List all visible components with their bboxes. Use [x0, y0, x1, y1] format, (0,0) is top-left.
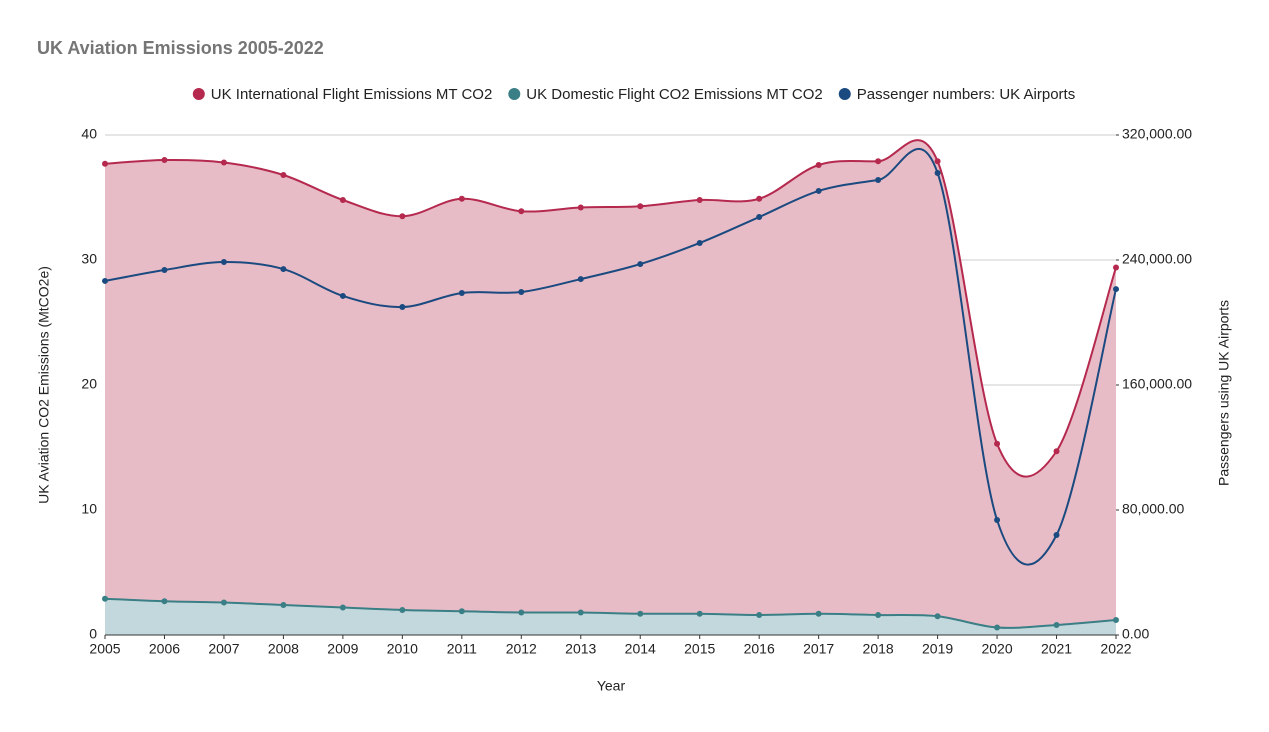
- point: [696, 610, 703, 617]
- point: [756, 612, 763, 618]
- point: [934, 169, 941, 176]
- point: [220, 159, 227, 166]
- y-tick-label: 20: [81, 376, 97, 392]
- x-tick-label: 2019: [922, 641, 953, 657]
- point: [280, 266, 287, 273]
- legend-label: UK International Flight Emissions MT CO2: [211, 86, 493, 103]
- point: [1113, 286, 1119, 293]
- point: [637, 261, 644, 268]
- y-tick-label: 10: [81, 501, 97, 517]
- x-axis-label: Year: [597, 678, 626, 694]
- x-tick-label: 2007: [208, 641, 239, 657]
- point: [696, 197, 703, 203]
- point: [1113, 617, 1119, 623]
- point: [934, 158, 941, 165]
- x-tick-label: 2018: [863, 641, 894, 657]
- x-tick-label: 2012: [506, 641, 537, 657]
- x-tick-label: 2013: [565, 641, 596, 657]
- point: [518, 609, 525, 616]
- y-tick-label: 30: [81, 251, 97, 267]
- legend-marker: [508, 88, 521, 100]
- legend-marker: [192, 88, 205, 100]
- point: [518, 289, 525, 296]
- point: [875, 612, 882, 618]
- point: [756, 214, 763, 221]
- point: [399, 213, 406, 220]
- y-axis-label: UK Aviation CO2 Emissions (MtCO2e): [36, 266, 52, 504]
- point: [458, 195, 465, 202]
- point: [339, 292, 346, 299]
- area: [105, 140, 1116, 635]
- x-tick-label: 2020: [981, 641, 1012, 657]
- point: [458, 289, 465, 296]
- point: [280, 172, 287, 178]
- line: [104, 597, 1117, 629]
- y2-tick-label: 160,000.00: [1122, 376, 1192, 392]
- x-tick-label: 2006: [149, 641, 180, 657]
- point: [220, 259, 227, 266]
- point: [1053, 532, 1060, 538]
- point: [815, 162, 822, 168]
- point: [399, 607, 406, 613]
- y-tick-label: 0: [89, 626, 97, 642]
- legend-marker: [838, 88, 851, 100]
- point: [339, 604, 346, 611]
- point: [875, 177, 882, 183]
- point: [399, 304, 406, 311]
- point: [518, 208, 525, 215]
- y2-tick-label: 240,000.00: [1122, 251, 1192, 267]
- y-tick-label: 40: [81, 126, 97, 142]
- point: [102, 595, 108, 602]
- x-tick-label: 2005: [89, 641, 120, 657]
- point: [756, 195, 763, 202]
- x-tick-label: 2021: [1041, 641, 1072, 657]
- x-tick-label: 2011: [447, 641, 477, 657]
- point: [577, 204, 584, 211]
- y2-tick-label: 80,000.00: [1122, 501, 1184, 517]
- point: [102, 277, 108, 284]
- point: [458, 608, 465, 615]
- chart-title: UK Aviation Emissions 2005-2022: [37, 38, 324, 58]
- point: [1053, 622, 1060, 628]
- point: [577, 609, 584, 616]
- legend-label: UK Domestic Flight CO2 Emissions MT CO2: [526, 86, 822, 103]
- point: [280, 602, 287, 608]
- x-tick-label: 2009: [327, 641, 358, 657]
- point: [696, 239, 703, 246]
- area: [105, 598, 1116, 635]
- y2-tick-label: 320,000.00: [1122, 126, 1192, 142]
- point: [994, 517, 1001, 523]
- point: [815, 610, 822, 617]
- point: [994, 624, 1001, 631]
- point: [220, 599, 227, 606]
- line: [104, 139, 1117, 478]
- x-tick-label: 2014: [625, 641, 656, 657]
- x-tick-label: 2017: [803, 641, 834, 657]
- point: [161, 598, 168, 605]
- legend: UK International Flight Emissions MT CO2…: [192, 86, 1075, 103]
- point: [875, 158, 882, 165]
- point: [161, 267, 168, 273]
- x-tick-label: 2010: [387, 641, 418, 657]
- point: [637, 610, 644, 617]
- x-tick-label: 2022: [1100, 641, 1131, 657]
- point: [1113, 264, 1119, 271]
- x-tick-label: 2015: [684, 641, 715, 657]
- point: [994, 440, 1001, 447]
- y2-axis-label: Passengers using UK Airports: [1216, 300, 1232, 486]
- point: [934, 613, 941, 620]
- point: [577, 276, 584, 283]
- point: [102, 160, 108, 167]
- point: [161, 157, 168, 163]
- point: [637, 203, 644, 210]
- x-tick-label: 2008: [268, 641, 299, 657]
- point: [339, 197, 346, 203]
- x-tick-label: 2016: [744, 641, 775, 657]
- point: [1053, 448, 1060, 455]
- legend-label: Passenger numbers: UK Airports: [857, 86, 1075, 103]
- point: [815, 187, 822, 194]
- y2-tick-label: 0.00: [1122, 626, 1149, 642]
